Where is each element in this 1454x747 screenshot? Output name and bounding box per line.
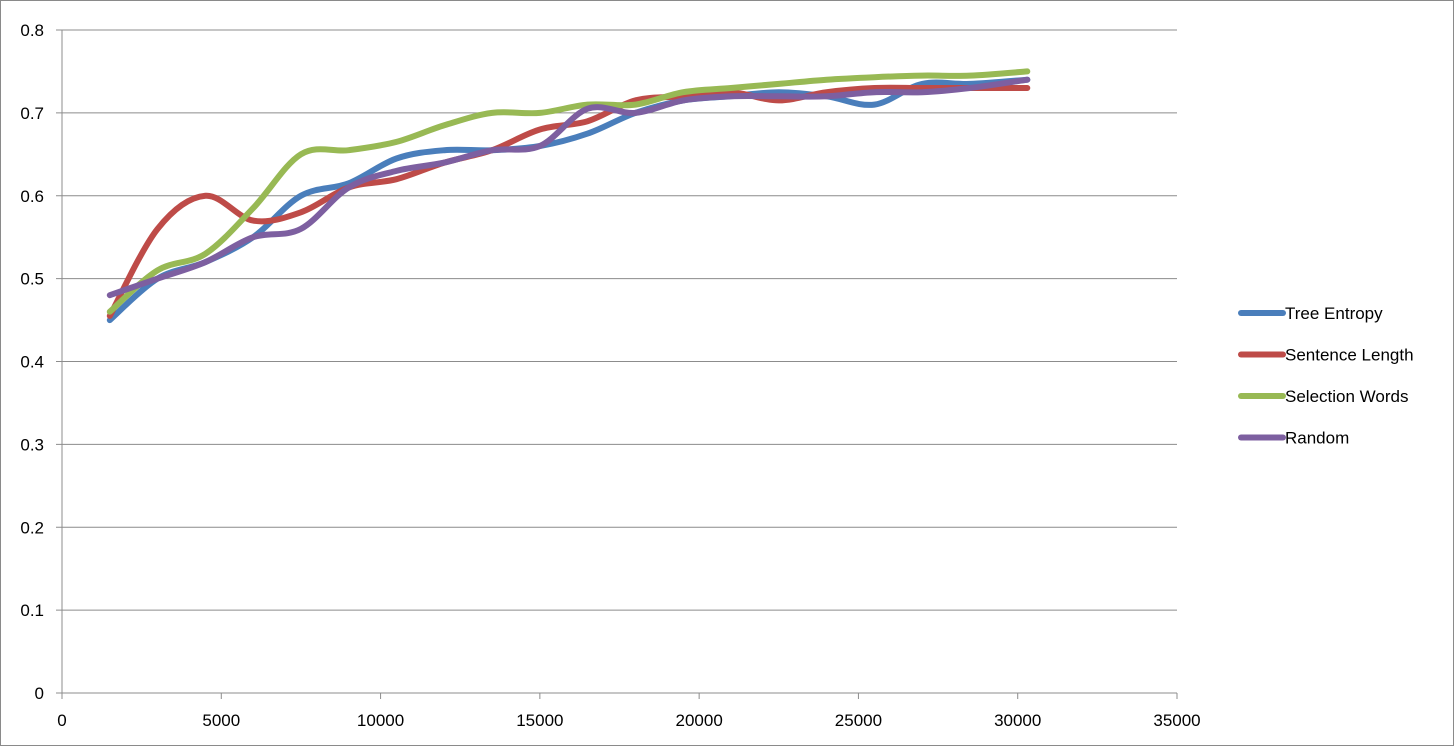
axes: 0 0.1 0.2 0.3 0.4 0.5 0.6 0.7 0.8 0 5000 10000 15000…: [20, 21, 1200, 730]
y-tick-label: 0.8: [20, 21, 44, 40]
y-tick-label: 0.7: [20, 104, 44, 123]
y-tick-label: 0: [35, 684, 44, 703]
y-tick-label: 0.6: [20, 187, 44, 206]
x-tick-label: 30000: [994, 711, 1041, 730]
y-tick-label: 0.2: [20, 518, 44, 537]
x-tick-label: 15000: [516, 711, 563, 730]
legend-item-sentence-length: Sentence Length: [1238, 346, 1414, 365]
legend-label: Random: [1285, 429, 1349, 448]
legend-item-random: Random: [1238, 429, 1349, 448]
x-tick-label: 5000: [202, 711, 240, 730]
legend-label: Sentence Length: [1285, 346, 1414, 365]
x-tick-label: 35000: [1153, 711, 1200, 730]
y-tick-label: 0.1: [20, 601, 44, 620]
y-tick-label: 0.4: [20, 353, 44, 372]
series-line-selection-words: [106, 68, 1031, 315]
legend-item-tree-entropy: Tree Entropy: [1238, 304, 1383, 323]
gridlines: [62, 29, 1177, 611]
legend: Tree Entropy Sentence Length Selection Wor…: [1238, 304, 1414, 448]
x-tick-label: 10000: [357, 711, 404, 730]
x-tick-label: 0: [57, 711, 66, 730]
series-line-random: [106, 76, 1031, 299]
y-tick-label: 0.3: [20, 435, 44, 454]
legend-label: Selection Words: [1285, 387, 1408, 406]
legend-label: Tree Entropy: [1285, 304, 1383, 323]
series-line-sentence-length: [106, 84, 1031, 319]
series-lines: [106, 68, 1031, 324]
x-tick-label: 20000: [676, 711, 723, 730]
y-tick-label: 0.5: [20, 270, 44, 289]
x-tick-label: 25000: [835, 711, 882, 730]
legend-item-selection-words: Selection Words: [1238, 387, 1408, 406]
series-line-tree-entropy: [106, 76, 1031, 324]
